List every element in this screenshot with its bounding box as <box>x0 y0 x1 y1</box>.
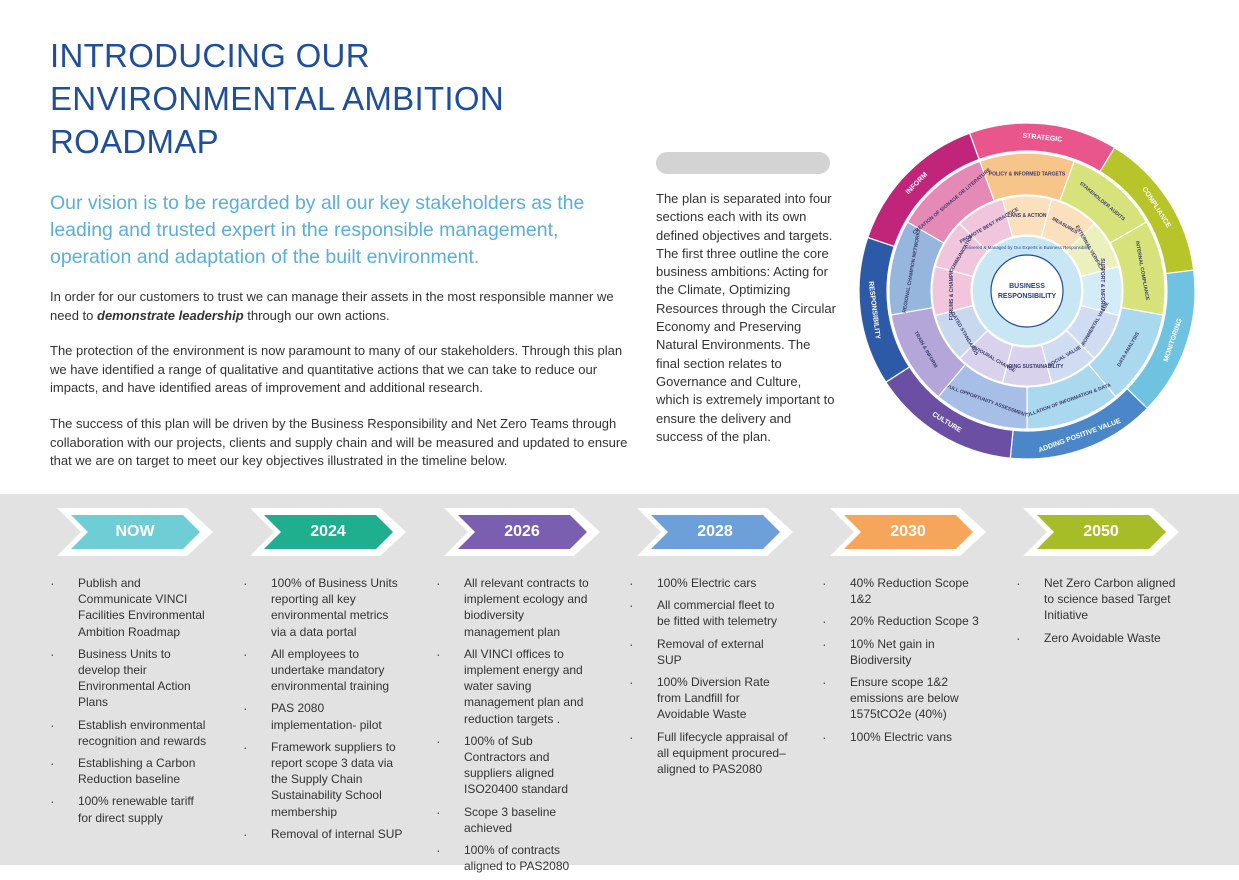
list-item: PAS 2080 implementation- pilot <box>243 700 403 732</box>
list-item: 40% Reduction Scope 1&2 <box>822 575 982 607</box>
center-label-1: BUSINESS <box>1009 283 1045 290</box>
list-item: 20% Reduction Scope 3 <box>822 613 982 629</box>
intro-paragraph: In order for our customers to trust we c… <box>50 288 640 325</box>
inner-label-0: POLICY & INFORMED TARGETS <box>989 171 1066 177</box>
middle-label-6: EMBEDDING SUSTAINABILITY <box>991 364 1065 370</box>
list-item: Establishing a Carbon Reduction baseline <box>50 755 210 787</box>
chevron-shape <box>57 508 213 556</box>
inner-segment-8 <box>906 160 995 244</box>
list-item: Establish environmental recognition and … <box>50 717 210 749</box>
timeline-arrow-2028: 2028 <box>637 508 793 556</box>
vision-statement: Our vision is to be regarded by all our … <box>50 192 585 268</box>
list-item: Removal of internal SUP <box>243 826 403 842</box>
middle-segment-11 <box>958 198 1014 253</box>
list-item: 100% Diversion Rate from Landfill for Av… <box>629 674 789 723</box>
intro-text-end: through our own actions. <box>243 307 390 323</box>
list-item: Ensure scope 1&2 emissions are below 157… <box>822 674 982 723</box>
list-item: Scope 3 baseline achieved <box>436 804 596 836</box>
list-item: 100% of Sub Contractors and suppliers al… <box>436 733 596 798</box>
timeline-arrow-now: NOW <box>57 508 213 556</box>
list-item: 10% Net gain in Biodiversity <box>822 636 982 668</box>
outer-segment-6 <box>866 132 980 248</box>
chevron-shape <box>444 508 600 556</box>
list-item: 100% renewable tariff for direct supply <box>50 793 210 825</box>
timeline-list-now: Publish and Communicate VINCI Facilities… <box>50 575 210 832</box>
timeline-list-2050: Net Zero Carbon aligned to science based… <box>1016 575 1176 652</box>
wheel-center <box>990 254 1064 328</box>
ring-label: Delivered & Managed by Our Experts in Bu… <box>963 245 1092 250</box>
timeline-year-label: 2028 <box>697 523 733 540</box>
timeline-list-2028: 100% Electric cars All commercial fleet t… <box>629 575 789 783</box>
chevron-shape <box>1023 508 1179 556</box>
success-paragraph: The success of this plan will be driven … <box>50 416 628 468</box>
timeline-year-label: 2026 <box>504 523 540 540</box>
list-item: All employees to undertake mandatory env… <box>243 646 403 695</box>
outer-label-0: STRATEGIC <box>1022 133 1062 144</box>
timeline-year-label: NOW <box>115 523 155 540</box>
list-item: Net Zero Carbon aligned to science based… <box>1016 575 1176 624</box>
middle-label-3: SUPPORT & INFORMATION <box>1099 258 1105 324</box>
list-item: All commercial fleet to be fitted with t… <box>629 597 789 629</box>
list-item: Full lifecycle appraisal of all equipmen… <box>629 729 789 778</box>
protection-paragraph: The protection of the environment is now… <box>50 343 623 395</box>
plan-sections-text: The plan is separated into four sections… <box>656 191 836 444</box>
middle-label-9: FORUMS & CHAMPIONS <box>949 261 955 320</box>
middle-label-0: PLANS & ACTIONS <box>1004 213 1050 219</box>
intro-text-start: In order for our customers to trust we c… <box>50 289 614 323</box>
list-item: 100% of contracts aligned to PAS2080 <box>436 842 596 874</box>
chevron-shape <box>830 508 986 556</box>
title-line-1: INTRODUCING OUR <box>50 37 370 75</box>
title-line-2: ENVIRONMENTAL AMBITION <box>50 80 504 118</box>
center-label-2: RESPONSIBILITY <box>998 293 1057 300</box>
list-item: Zero Avoidable Waste <box>1016 630 1176 646</box>
timeline-list-2024: 100% of Business Units reporting all key… <box>243 575 403 848</box>
list-item: All VINCI offices to implement energy an… <box>436 646 596 727</box>
intro-emphasis: demonstrate leadership <box>97 307 244 323</box>
title-line-3: ROADMAP <box>50 123 219 161</box>
timeline-year-label: 2050 <box>1083 523 1119 540</box>
timeline-arrow-2050: 2050 <box>1023 508 1179 556</box>
chevron-shape <box>250 508 406 556</box>
list-item: Publish and Communicate VINCI Facilities… <box>50 575 210 640</box>
list-item: Business Units to develop their Environm… <box>50 646 210 711</box>
timeline-arrow-2030: 2030 <box>830 508 986 556</box>
list-item: Framework suppliers to report scope 3 da… <box>243 739 403 820</box>
timeline-list-2026: All relevant contracts to implement ecol… <box>436 575 596 880</box>
list-item: 100% of Business Units reporting all key… <box>243 575 403 640</box>
timeline-arrow-2026: 2026 <box>444 508 600 556</box>
decorative-pill <box>656 152 830 174</box>
list-item: 100% Electric vans <box>822 729 982 745</box>
timeline-year-label: 2024 <box>310 523 346 540</box>
chevron-shape <box>637 508 793 556</box>
list-item: 100% Electric cars <box>629 575 789 591</box>
list-item: All relevant contracts to implement ecol… <box>436 575 596 640</box>
timeline-arrow-2024: 2024 <box>250 508 406 556</box>
timeline-list-2030: 40% Reduction Scope 1&2 20% Reduction Sco… <box>822 575 982 751</box>
list-item: Removal of external SUP <box>629 636 789 668</box>
page-title: INTRODUCING OUR ENVIRONMENTAL AMBITION R… <box>50 34 610 163</box>
timeline-year-label: 2030 <box>890 523 926 540</box>
